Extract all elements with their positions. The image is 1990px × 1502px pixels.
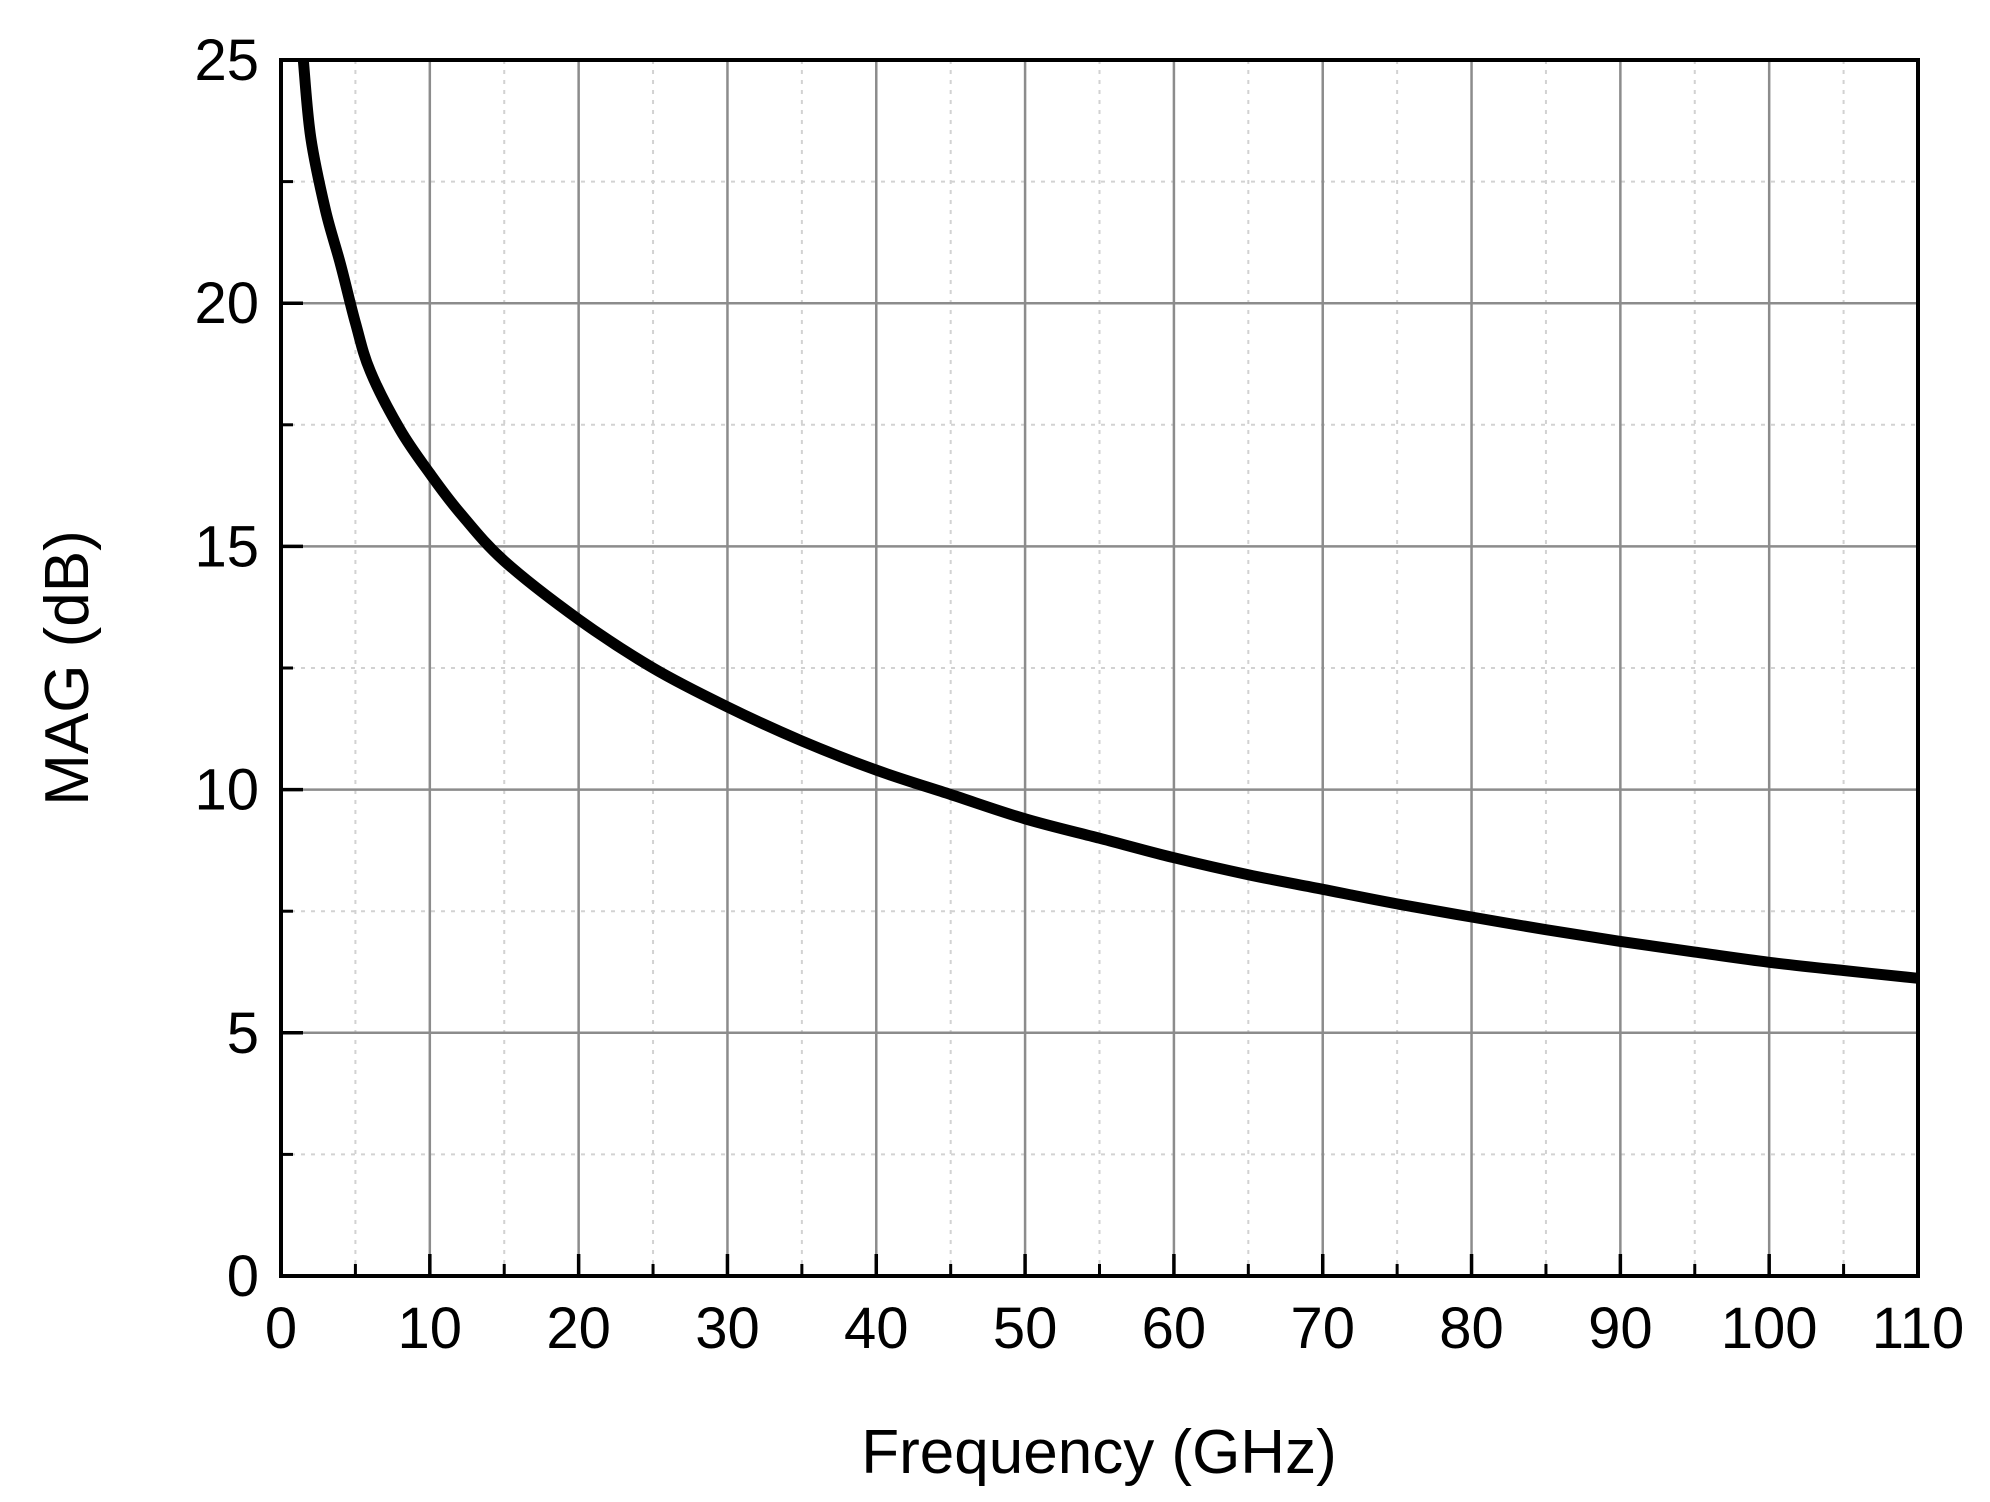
x-tick-label: 80: [1439, 1296, 1504, 1361]
y-tick-label: 5: [227, 1001, 259, 1066]
x-tick-label: 0: [265, 1296, 297, 1361]
x-tick-label: 100: [1721, 1296, 1818, 1361]
x-tick-label: 20: [546, 1296, 611, 1361]
x-tick-label: 40: [844, 1296, 909, 1361]
axis-ticks: [279, 58, 1920, 1278]
mag-series-line: [297, 59, 1919, 984]
x-tick-label: 30: [695, 1296, 760, 1361]
y-tick-labels: 0 5 10 15 20 25: [194, 28, 259, 1309]
y-tick-label: 15: [194, 514, 259, 579]
x-tick-label: 10: [398, 1296, 463, 1361]
y-tick-label: 0: [227, 1244, 259, 1309]
x-tick-labels: 0 10 20 30 40 50 60 70 80 90 100 110: [265, 1296, 1964, 1361]
y-tick-label: 10: [194, 758, 259, 823]
x-tick-label: 50: [993, 1296, 1058, 1361]
minor-grid: [281, 60, 1918, 1276]
major-grid: [281, 60, 1918, 1276]
y-tick-label: 20: [194, 271, 259, 336]
x-tick-label: 60: [1142, 1296, 1207, 1361]
x-tick-label: 70: [1290, 1296, 1355, 1361]
y-axis-title: MAG (dB): [33, 530, 102, 806]
x-tick-label: 90: [1588, 1296, 1653, 1361]
x-axis-title: Frequency (GHz): [861, 1418, 1336, 1487]
y-tick-label: 25: [194, 28, 259, 93]
x-tick-label: 110: [1872, 1296, 1964, 1361]
series-layer: [297, 59, 1919, 984]
